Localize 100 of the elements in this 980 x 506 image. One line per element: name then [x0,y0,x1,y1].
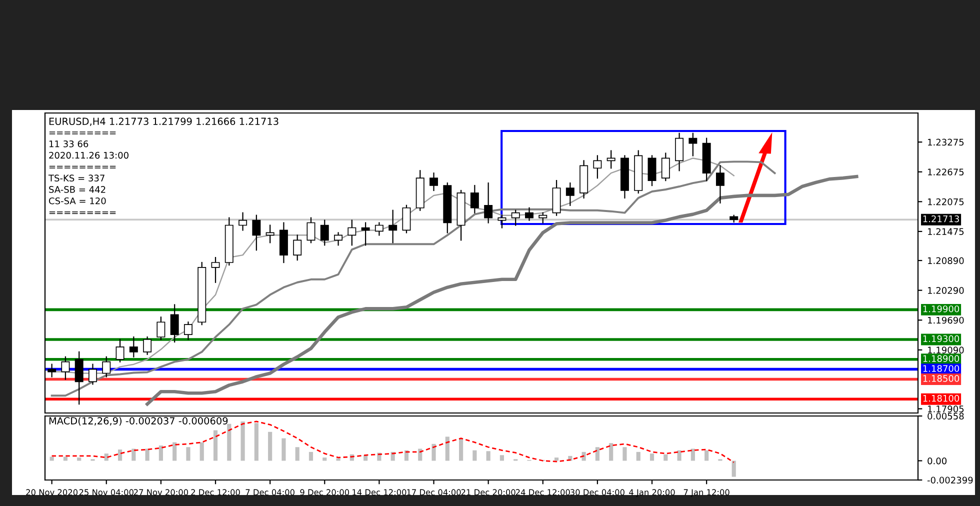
bar [213,430,218,461]
bar [650,454,654,461]
candlestick [606,150,616,169]
annotation: ========= [49,132,116,134]
bar [254,423,258,461]
candlestick [348,220,356,246]
candlestick [484,182,493,224]
bar [582,452,586,461]
candlestick [361,222,370,246]
bar [268,432,272,461]
candlestick [74,351,84,405]
bar [322,458,327,461]
candlestick [102,356,111,378]
candlestick [143,336,152,355]
candlestick [511,210,520,226]
bar [336,458,340,461]
candlestick [116,338,124,362]
y-tick-label: -0.002399 [927,476,973,484]
candlestick [498,214,506,228]
bar [200,442,204,461]
y-tick-label: 0.00558 [928,412,964,420]
x-tick-label: 25 Nov 04:00 [79,489,134,496]
ref-line-label: 1.18900 [923,355,960,362]
candlestick [129,336,138,358]
candlestick [306,217,316,244]
annotation: SA-SB = 442 [49,186,106,193]
candlestick [566,182,574,206]
bar [732,460,736,477]
ref-line-label: 1.18500 [923,375,960,382]
bar [458,438,464,461]
annotation: 2020.11.26 13:00 [49,152,128,159]
x-tick-label: 17 Dec 04:00 [407,489,461,496]
candlestick [402,204,411,234]
annotation: ========= [49,166,116,168]
line-series [50,160,776,397]
candlestick [320,220,329,246]
bar [690,448,695,461]
chart-title: EURUSD,H4 1.21773 1.21799 1.21666 1.21713 [49,118,278,126]
candlestick [661,152,670,182]
x-tick-label: 27 Nov 20:00 [134,489,188,496]
candlestick [170,304,179,343]
bar [677,450,682,461]
x-tick-label: 9 Dec 20:00 [300,489,350,496]
annotation: ========= [49,211,116,214]
candlestick [430,172,438,192]
bar [472,450,477,461]
annotation: 11 33 66 [49,140,88,148]
y-tick-label: 1.20290 [928,287,964,294]
bar [445,436,450,461]
candlestick [675,132,684,172]
bar [636,452,640,461]
bar [664,454,668,461]
x-tick-label: 30 Dec 04:00 [570,489,624,496]
y-tick-label: 1.17905 [928,406,964,412]
bar [308,452,314,461]
candlestick [184,322,192,340]
bar [486,451,490,461]
bar [609,443,614,461]
bar [104,454,108,461]
candlestick [388,210,398,244]
candlestick [716,165,724,204]
candlestick [525,207,534,221]
bar [172,442,177,461]
candlestick [61,356,70,380]
bar [282,438,286,461]
candlestick [266,224,274,244]
candlestick [156,316,166,340]
bar [704,450,709,461]
x-tick-label: 2 Dec 12:00 [191,489,240,496]
y-tick-label: 1.19090 [928,346,964,354]
x-tick-label: 20 Nov 2020 [26,489,78,496]
bar [158,446,163,461]
ref-line-label: 1.21713 [923,215,959,222]
y-tick-label: 0.00 [928,457,947,464]
y-tick-label: 1.22075 [928,198,964,206]
x-tick-label: 24 Dec 12:00 [516,489,570,496]
bar [63,456,68,461]
x-tick-label: 21 Dec 20:00 [461,489,516,496]
x-tick-label: 14 Dec 12:00 [352,489,406,496]
bar [145,448,150,461]
bar [77,458,82,461]
bar [622,447,627,461]
bar [132,448,136,461]
annotation: TS-KS = 337 [48,174,104,182]
ref-line-label: 1.19900 [923,305,960,312]
bar [595,447,600,461]
ref-line-label: 1.18100 [923,394,960,402]
bar [432,444,436,461]
candlestick [252,214,261,251]
bar [295,447,300,461]
candlestick [293,234,302,261]
candlestick [88,364,97,385]
candlestick [238,212,248,231]
candlestick [538,212,548,224]
y-tick-label: 1.22675 [928,168,964,176]
candlestick [593,155,602,179]
line-series [146,174,858,406]
bar [500,455,504,461]
annotation: CS-SA = 120 [49,197,106,204]
bar [240,421,245,461]
